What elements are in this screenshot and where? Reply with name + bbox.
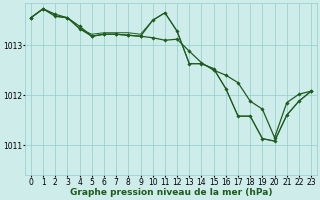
X-axis label: Graphe pression niveau de la mer (hPa): Graphe pression niveau de la mer (hPa) <box>70 188 272 197</box>
